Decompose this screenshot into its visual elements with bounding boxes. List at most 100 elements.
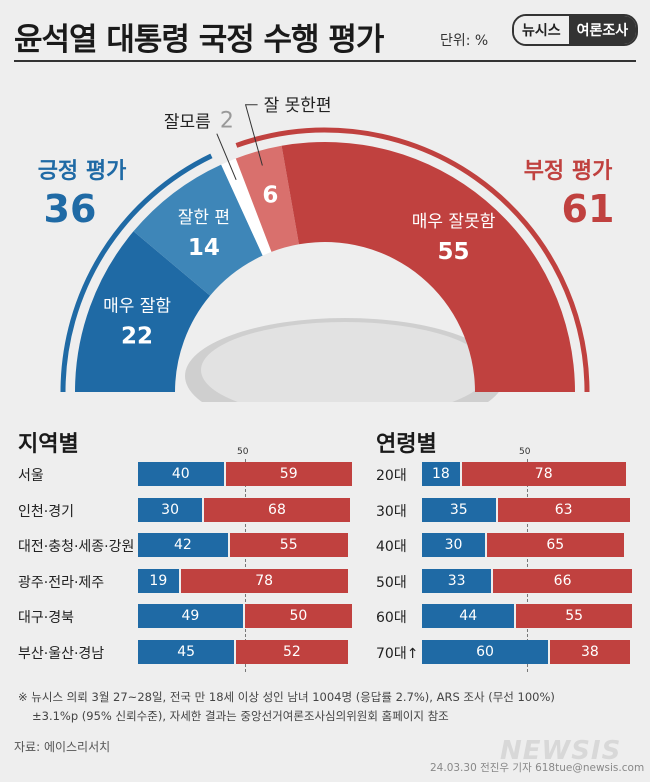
credit-label: 24.03.30 전진우 기자 618tue@newsis.com: [430, 762, 645, 774]
brand-left: 뉴시스: [514, 16, 569, 44]
age-bar-negative: [550, 639, 630, 664]
arc-segment-4: [281, 142, 576, 392]
region-value-positive: 40: [171, 466, 190, 482]
watermark-logo: NEWSIS: [500, 736, 622, 766]
arc-segment-1: [133, 164, 263, 296]
age-bar-positive: [422, 462, 460, 486]
region-ref-label: 50: [237, 447, 249, 457]
positive-group-value: 36: [44, 187, 97, 231]
region-value-positive: 42: [174, 537, 192, 553]
region-value-negative: 52: [283, 643, 301, 660]
age-value-positive: 18: [431, 466, 450, 482]
region-value-negative: 59: [279, 466, 298, 482]
region-value-negative: 55: [279, 537, 298, 553]
region-row-label: 대구·경북: [18, 610, 74, 626]
segment-value-2: 2: [220, 109, 234, 134]
segment-value-3: 6: [262, 182, 278, 208]
region-bar-positive: [138, 639, 235, 664]
age-value-positive: 30: [444, 537, 463, 553]
region-bar-positive: [138, 497, 203, 522]
region-bar-negative: [244, 604, 352, 628]
segment-value-1: 14: [188, 235, 220, 261]
negative-group-value: 61: [562, 187, 615, 231]
age-bar-positive: [422, 568, 492, 593]
age-row-label: 50대: [376, 574, 407, 591]
region-value-positive: 19: [149, 572, 168, 589]
age-value-negative: 78: [534, 466, 553, 482]
age-row-label: 70대↑: [376, 645, 419, 662]
arc-segment-0: [75, 231, 211, 392]
footnote: ※ 뉴시스 의뢰 3월 27~28일, 전국 만 18세 이상 성인 남녀 10…: [18, 688, 555, 726]
segment-label-1: 잘한 편: [178, 208, 230, 228]
footnote-line-2: ±3.1%p (95% 신뢰수준), 자세한 결과는 중앙선거여론조사심의위원회…: [32, 709, 449, 723]
region-bar-negative: [229, 533, 348, 557]
age-value-positive: 35: [449, 501, 468, 518]
segment-label-3: 잘 못한편: [264, 96, 332, 116]
title-divider: [14, 60, 636, 62]
age-bar-positive: [422, 639, 548, 664]
negative-group-label: 부정 평가: [524, 159, 613, 184]
age-value-negative: 63: [554, 501, 573, 518]
region-value-negative: 50: [289, 608, 308, 624]
segment-label-0: 매우 잘함: [103, 297, 171, 317]
unknown-leader-line: [216, 133, 237, 181]
age-section-title: 연령별: [376, 432, 437, 457]
positive-group-arc: [60, 153, 213, 393]
page-title: 윤석열 대통령 국정 수행 평가: [14, 22, 384, 58]
age-bar-negative: [497, 497, 630, 522]
region-bar-positive: [138, 568, 179, 593]
age-value-negative: 65: [546, 537, 565, 553]
region-bar-positive: [138, 604, 243, 628]
region-bar-positive: [138, 462, 224, 486]
region-bar-negative: [180, 568, 348, 593]
age-bar-negative: [461, 462, 626, 486]
bar-charts: 50 서울 40 59 인천·경기 30 68 대전·충청·세종·강원 42 55 광주·전라·제주…: [18, 447, 632, 672]
age-row-label: 60대: [376, 610, 407, 626]
region-row-label: 대전·충청·세종·강원: [18, 539, 135, 555]
negative-group-arc: [235, 127, 590, 393]
age-bar-positive: [422, 497, 496, 522]
segment-value-4: 55: [438, 239, 470, 265]
region-bar-positive: [138, 533, 228, 557]
brand-right: 여론조사: [568, 16, 637, 44]
region-row-label: 광주·전라·제주: [18, 574, 105, 591]
age-bar-positive: [422, 604, 515, 628]
age-row-label: 40대: [376, 539, 407, 555]
age-value-negative: 66: [553, 572, 572, 589]
arc-shadow-inner: [201, 322, 489, 402]
region-row-label: 인천·경기: [18, 503, 74, 520]
age-value-positive: 60: [476, 643, 494, 660]
region-value-negative: 78: [255, 572, 274, 589]
brand-badge: 뉴시스 여론조사: [512, 14, 639, 46]
age-bar-negative: [516, 604, 632, 628]
region-bar-negative: [225, 462, 352, 486]
age-bar-positive: [422, 533, 485, 557]
region-ref-line: [245, 459, 246, 672]
region-value-positive: 30: [161, 501, 179, 518]
segment-label-2: 잘모름: [164, 113, 211, 133]
segment-value-0: 22: [121, 324, 153, 350]
region-row-label: 서울: [18, 468, 44, 484]
region-bar-negative: [204, 497, 350, 522]
arc-segment-2: [221, 158, 272, 256]
age-value-negative: 55: [565, 608, 584, 624]
age-ref-label: 50: [519, 447, 531, 457]
region-row-label: 부산·울산·경남: [18, 645, 105, 662]
region-value-positive: 49: [181, 608, 200, 624]
age-ref-line: [527, 459, 528, 672]
age-bar-negative: [487, 533, 624, 557]
source-label: 자료: 에이스리서치: [14, 740, 111, 754]
weak-leader-line: [244, 104, 263, 166]
region-value-negative: 68: [268, 501, 286, 518]
positive-group-label: 긍정 평가: [38, 159, 127, 184]
age-value-positive: 44: [459, 608, 478, 624]
region-section-title: 지역별: [18, 432, 79, 457]
age-value-negative: 38: [580, 643, 599, 660]
unit-label: 단위: %: [440, 33, 489, 49]
region-bar-negative: [236, 639, 348, 664]
arc-segment-3: [235, 145, 299, 252]
segment-label-4: 매우 잘못함: [412, 212, 496, 232]
age-row-label: 30대: [376, 503, 407, 520]
age-bar-negative: [493, 568, 632, 593]
